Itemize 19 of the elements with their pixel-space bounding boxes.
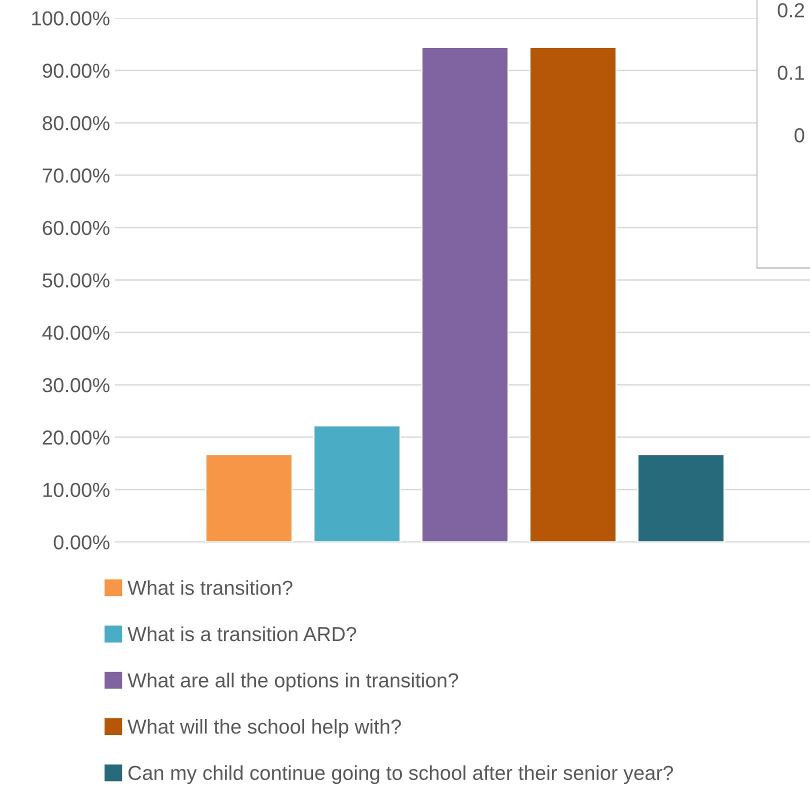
legend-label: What will the school help with? (128, 718, 401, 738)
y-tick-label: 80.00% (42, 116, 110, 130)
annotation: 0.1 (778, 66, 804, 80)
legend-label: What is transition? (128, 580, 292, 595)
y-tick-label: 30.00% (42, 378, 110, 392)
legend-label: Can my child continue going to school after their senior year? (128, 765, 673, 784)
y-tick-label: 0.00% (54, 535, 110, 550)
y-tick-label: 40.00% (42, 326, 110, 340)
annotation: 0 (794, 128, 804, 142)
y-tick-label: 70.00% (42, 168, 110, 183)
y-tick-label: 20.00% (42, 430, 110, 445)
y-tick-label: 50.00% (42, 273, 110, 288)
y-tick-label: 10.00% (43, 482, 110, 498)
text: 0.2 (778, 3, 804, 18)
y-tick-label: 100.00% (32, 11, 110, 26)
y-tick-label: 60.00% (42, 220, 110, 236)
y-tick-label: 90.00% (42, 64, 110, 78)
legend-label: What are all the options in transition? (128, 672, 458, 692)
legend-label: What is a transition ARD? (128, 626, 356, 642)
